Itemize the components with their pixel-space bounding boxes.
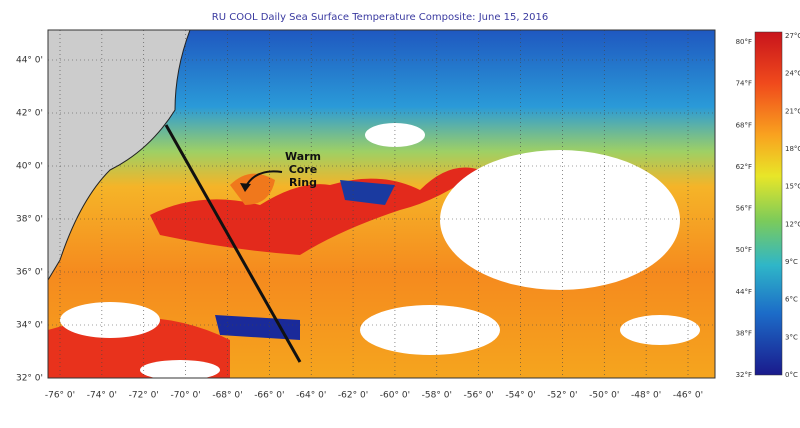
sst-image <box>48 30 715 378</box>
latitude-label: 36° 0' <box>16 268 43 278</box>
latitude-label: 34° 0' <box>16 321 43 331</box>
longitude-label: -64° 0' <box>296 391 326 401</box>
fahrenheit-label: 44°F <box>736 288 752 296</box>
celsius-label: 15°C <box>785 183 800 191</box>
colorbar <box>754 31 783 376</box>
longitude-label: -48° 0' <box>631 391 661 401</box>
longitude-label: -52° 0' <box>547 391 577 401</box>
fahrenheit-label: 32°F <box>736 371 752 379</box>
fahrenheit-label: 50°F <box>736 246 752 254</box>
fahrenheit-label: 80°F <box>736 38 752 46</box>
celsius-label: 9°C <box>785 258 798 266</box>
fahrenheit-label: 74°F <box>736 80 752 88</box>
longitude-label: -58° 0' <box>422 391 452 401</box>
latitude-label: 42° 0' <box>16 109 43 119</box>
longitude-label: -66° 0' <box>254 391 284 401</box>
annotation-text: Core <box>289 163 318 176</box>
celsius-label: 21°C <box>785 107 800 115</box>
latitude-label: 32° 0' <box>16 374 43 384</box>
celsius-label: 24°C <box>785 70 800 78</box>
fahrenheit-label: 68°F <box>736 121 752 129</box>
longitude-label: -76° 0' <box>45 391 75 401</box>
annotation-text: Warm <box>285 150 321 163</box>
fahrenheit-label: 56°F <box>736 205 752 213</box>
celsius-label: 6°C <box>785 296 798 304</box>
longitude-label: -46° 0' <box>673 391 703 401</box>
longitude-label: -62° 0' <box>338 391 368 401</box>
latitude-label: 38° 0' <box>16 215 43 225</box>
celsius-label: 12°C <box>785 220 800 228</box>
latitude-label: 44° 0' <box>16 56 43 66</box>
longitude-label: -70° 0' <box>170 391 200 401</box>
map-title: RU COOL Daily Sea Surface Temperature Co… <box>212 12 548 23</box>
celsius-label: 18°C <box>785 145 800 153</box>
longitude-label: -68° 0' <box>212 391 242 401</box>
longitude-label: -72° 0' <box>129 391 159 401</box>
fahrenheit-label: 62°F <box>736 163 752 171</box>
celsius-label: 0°C <box>785 371 798 379</box>
longitude-label: -54° 0' <box>505 391 535 401</box>
longitude-label: -56° 0' <box>464 391 494 401</box>
longitude-label: -50° 0' <box>589 391 619 401</box>
celsius-label: 27°C <box>785 32 800 40</box>
celsius-label: 3°C <box>785 333 798 341</box>
fahrenheit-label: 38°F <box>736 329 752 337</box>
latitude-label: 40° 0' <box>16 162 43 172</box>
longitude-label: -60° 0' <box>380 391 410 401</box>
longitude-label: -74° 0' <box>87 391 117 401</box>
annotation-text: Ring <box>289 176 317 189</box>
